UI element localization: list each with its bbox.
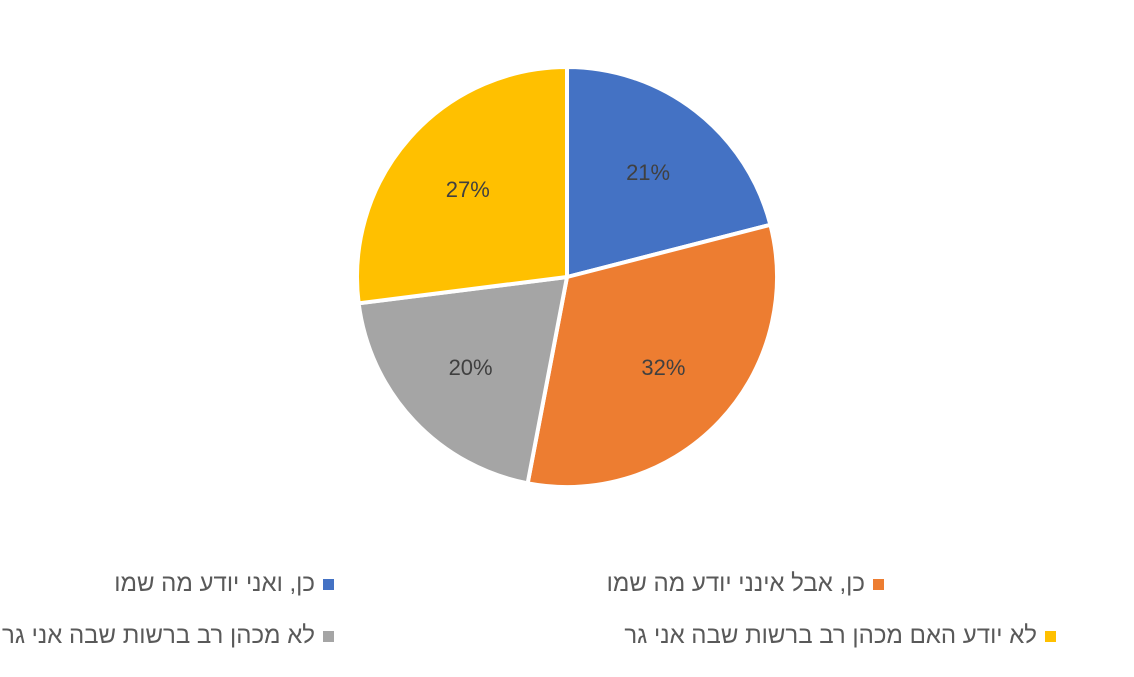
data-label-yes-dont-know-name: 32% (641, 355, 685, 380)
legend-swatch-gray (323, 630, 334, 642)
legend-item-yes-dont-know-name: כן, אבל אינני יודע מה שמו (607, 570, 884, 598)
legend-label: לא יודע האם מכהן רב ברשות שבה אני גר (624, 622, 1037, 649)
slice-yes-dont-know-name (525, 222, 779, 489)
slice-yes-know-name (565, 65, 773, 279)
data-label-yes-know-name: 21% (626, 160, 670, 185)
pie-svg: 21% 32% 20% 27% (355, 65, 779, 489)
pie-slices (355, 65, 779, 489)
data-label-dont-know-if-rabbi: 27% (446, 177, 490, 202)
data-label-no-rabbi: 20% (449, 355, 493, 380)
legend: כן, ואני יודע מה שמו כן, אבל אינני יודע … (0, 560, 1134, 670)
legend-swatch-blue (323, 578, 334, 590)
legend-label: לא מכהן רב ברשות שבה אני גר (2, 622, 315, 649)
pie-data-labels: 21% 32% 20% 27% (446, 160, 686, 380)
legend-item-no-rabbi: לא מכהן רב ברשות שבה אני גר (2, 622, 334, 650)
legend-swatch-yellow (1045, 630, 1056, 642)
slice-dont-know-if-rabbi (355, 65, 569, 306)
slice-no-rabbi (356, 275, 569, 486)
legend-swatch-orange (873, 578, 884, 590)
legend-label: כן, ואני יודע מה שמו (114, 570, 315, 597)
legend-item-dont-know-if-rabbi: לא יודע האם מכהן רב ברשות שבה אני גר (624, 622, 1056, 650)
legend-label: כן, אבל אינני יודע מה שמו (606, 570, 865, 597)
legend-item-yes-know-name: כן, ואני יודע מה שמו (114, 570, 334, 598)
